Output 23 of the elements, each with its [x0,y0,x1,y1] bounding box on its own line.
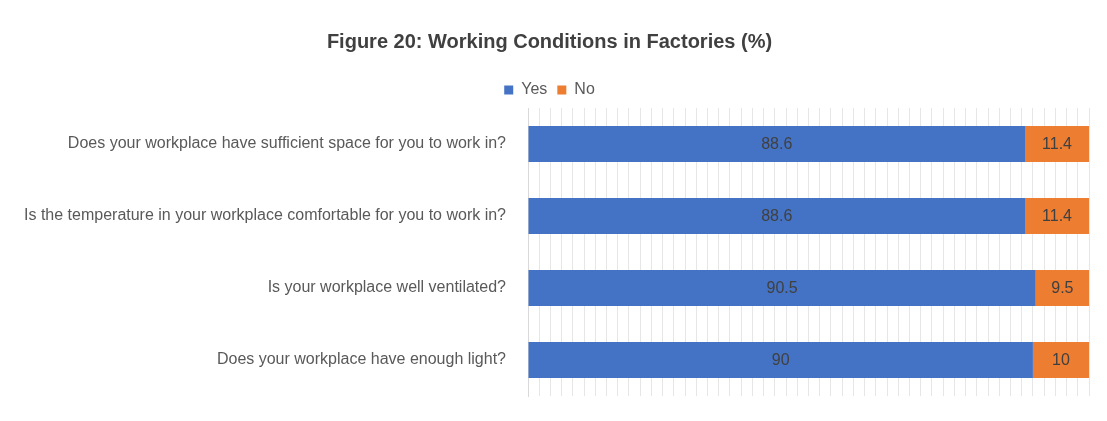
bar [1025,198,1089,234]
bar [1025,126,1089,162]
y-tick-label: Is your workplace well ventilated? [267,278,507,296]
bar [1035,270,1089,306]
legend-label: Yes [521,80,548,98]
data-label: 90 [771,351,790,369]
data-label: 10 [1052,351,1070,369]
bar [528,342,1033,378]
chart-title: Figure 20: Working Conditions in Factories (%) [326,29,773,52]
data-label: 90.5 [766,279,798,297]
y-tick-label: Does your workplace have enough light? [216,350,507,368]
bar [528,126,1026,162]
legend-label: No [574,80,595,98]
y-tick-label: Is the temperature in your workplace comfortable for you to work in? [24,206,507,224]
bar [1032,342,1089,378]
data-label: 11.4 [1042,207,1073,225]
data-label: 88.6 [761,207,793,225]
data-label: 88.6 [761,135,793,153]
data-label: 11.4 [1042,135,1073,153]
data-label: 9.5 [1051,279,1074,297]
y-tick-label: Does your workplace have sufficient space for you to work in? [67,134,507,152]
bar [528,198,1026,234]
bar [528,270,1036,306]
